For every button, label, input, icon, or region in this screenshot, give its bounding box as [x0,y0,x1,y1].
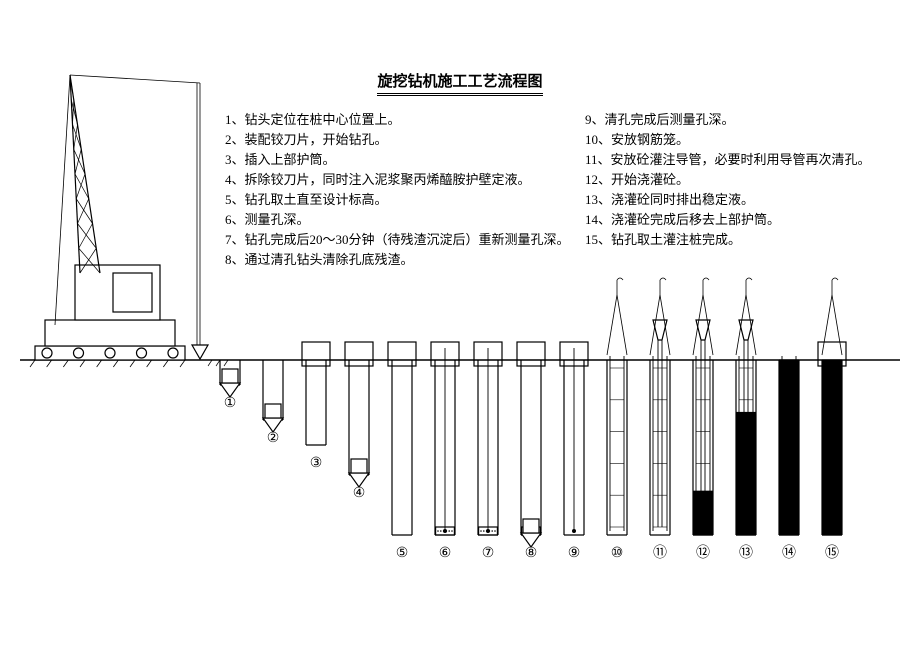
svg-text:⑨: ⑨ [568,546,581,561]
svg-text:⑩: ⑩ [611,546,624,561]
svg-text:⑬: ⑬ [739,545,753,561]
svg-text:⑥: ⑥ [439,546,452,561]
svg-text:⑧: ⑧ [525,546,538,561]
svg-text:⑪: ⑪ [653,545,667,561]
page: 旋挖钻机施工工艺流程图 1、钻头定位在桩中心位置上。2、装配铰刀片，开始钻孔。3… [0,0,920,651]
svg-text:①: ① [224,396,237,411]
svg-text:②: ② [267,431,280,446]
svg-text:⑤: ⑤ [396,546,409,561]
svg-text:⑭: ⑭ [782,545,796,561]
svg-text:④: ④ [353,486,366,501]
process-diagram: ① ② ③ ④ ⑤ ⑥ ⑦ ⑧ ⑨ ⑩ ⑪ ⑫ ⑬ ⑭ ⑮ [0,0,920,651]
svg-text:⑦: ⑦ [482,546,495,561]
svg-text:⑫: ⑫ [696,545,710,561]
svg-text:⑮: ⑮ [825,545,839,561]
svg-text:③: ③ [310,456,323,471]
